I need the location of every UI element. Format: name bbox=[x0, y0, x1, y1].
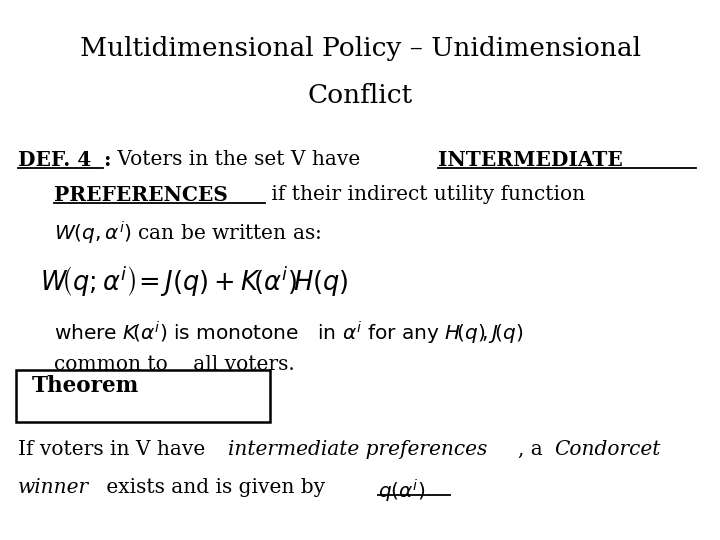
Text: Multidimensional Policy – Unidimensional: Multidimensional Policy – Unidimensional bbox=[79, 36, 641, 61]
Text: exists and is given by: exists and is given by bbox=[100, 478, 331, 497]
Text: INTERMEDIATE: INTERMEDIATE bbox=[438, 150, 623, 170]
Text: if their indirect utility function: if their indirect utility function bbox=[265, 185, 585, 204]
Text: :: : bbox=[103, 150, 110, 170]
Text: PREFERENCES: PREFERENCES bbox=[54, 185, 228, 205]
Text: $W(q,\alpha^i)$ can be written as:: $W(q,\alpha^i)$ can be written as: bbox=[54, 220, 321, 247]
Text: Condorcet: Condorcet bbox=[554, 440, 660, 459]
Text: $W\!\left(q;\alpha^i\right)\!=J(q)+K\!\left(\alpha^i\right)\!H(q)$: $W\!\left(q;\alpha^i\right)\!=J(q)+K\!\l… bbox=[40, 265, 348, 299]
Text: If voters in V have: If voters in V have bbox=[18, 440, 212, 459]
Text: Voters in the set V have: Voters in the set V have bbox=[111, 150, 366, 169]
Text: $q(\alpha^i)$: $q(\alpha^i)$ bbox=[378, 478, 426, 505]
Text: where $K\!\left(\alpha^i\right)$ is monotone   in $\alpha^i$ for any $H\!\left(q: where $K\!\left(\alpha^i\right)$ is mono… bbox=[54, 320, 523, 347]
Text: Conflict: Conflict bbox=[307, 83, 413, 107]
Text: common to    all voters.: common to all voters. bbox=[54, 355, 294, 374]
Text: , a: , a bbox=[518, 440, 549, 459]
FancyBboxPatch shape bbox=[16, 370, 270, 422]
Text: Theorem: Theorem bbox=[32, 375, 139, 397]
Text: winner: winner bbox=[18, 478, 89, 497]
Text: DEF. 4: DEF. 4 bbox=[18, 150, 91, 170]
Text: intermediate preferences: intermediate preferences bbox=[228, 440, 487, 459]
